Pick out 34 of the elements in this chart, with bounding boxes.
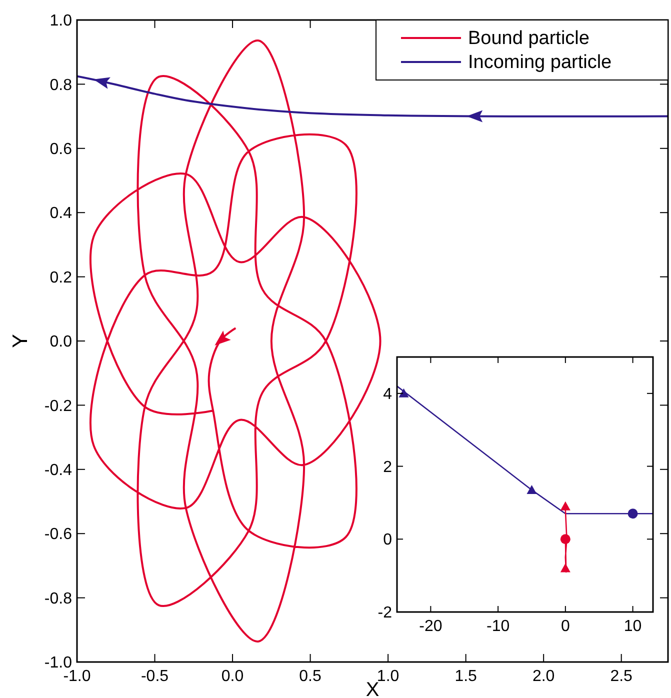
y-tick-label: 1.0	[50, 12, 72, 30]
point	[628, 508, 638, 519]
y-tick-label: -2	[378, 604, 392, 622]
y-axis-title: Y	[9, 334, 32, 348]
y-tick-label: 4	[383, 386, 392, 404]
x-tick-label: 2.5	[610, 668, 633, 685]
y-tick-label: -0.8	[44, 590, 72, 608]
y-tick-label: 0.8	[50, 76, 72, 94]
y-tick-label: -0.6	[44, 526, 72, 544]
point	[526, 484, 537, 494]
x-tick-label: -10	[486, 618, 510, 635]
y-tick-label: 0.0	[50, 334, 72, 351]
x-tick-label: 1.5	[454, 668, 478, 685]
x-axis-title: X	[366, 679, 380, 698]
y-tick-label: 0.6	[50, 141, 72, 158]
legend-label: Bound particle	[468, 28, 590, 49]
legend-label: Incoming particle	[468, 52, 612, 73]
point	[560, 563, 570, 572]
x-tick-label: 0.5	[299, 668, 322, 685]
x-tick-label: 2.0	[532, 668, 555, 685]
point	[560, 534, 570, 544]
y-tick-label: 0	[383, 532, 392, 549]
x-tick-label: -20	[419, 618, 442, 635]
y-tick-label: 2	[383, 458, 392, 476]
y-tick-label: -0.4	[44, 462, 72, 479]
y-tick-label: 0.4	[50, 205, 72, 222]
x-tick-label: 10	[624, 618, 642, 635]
point	[560, 501, 570, 510]
x-tick-label: 0.0	[221, 668, 244, 685]
x-tick-label: 0	[560, 618, 570, 635]
point	[398, 388, 409, 398]
y-tick-label: 0.2	[50, 269, 72, 286]
x-tick-label: -0.5	[140, 668, 169, 685]
y-tick-label: -0.2	[44, 398, 72, 415]
